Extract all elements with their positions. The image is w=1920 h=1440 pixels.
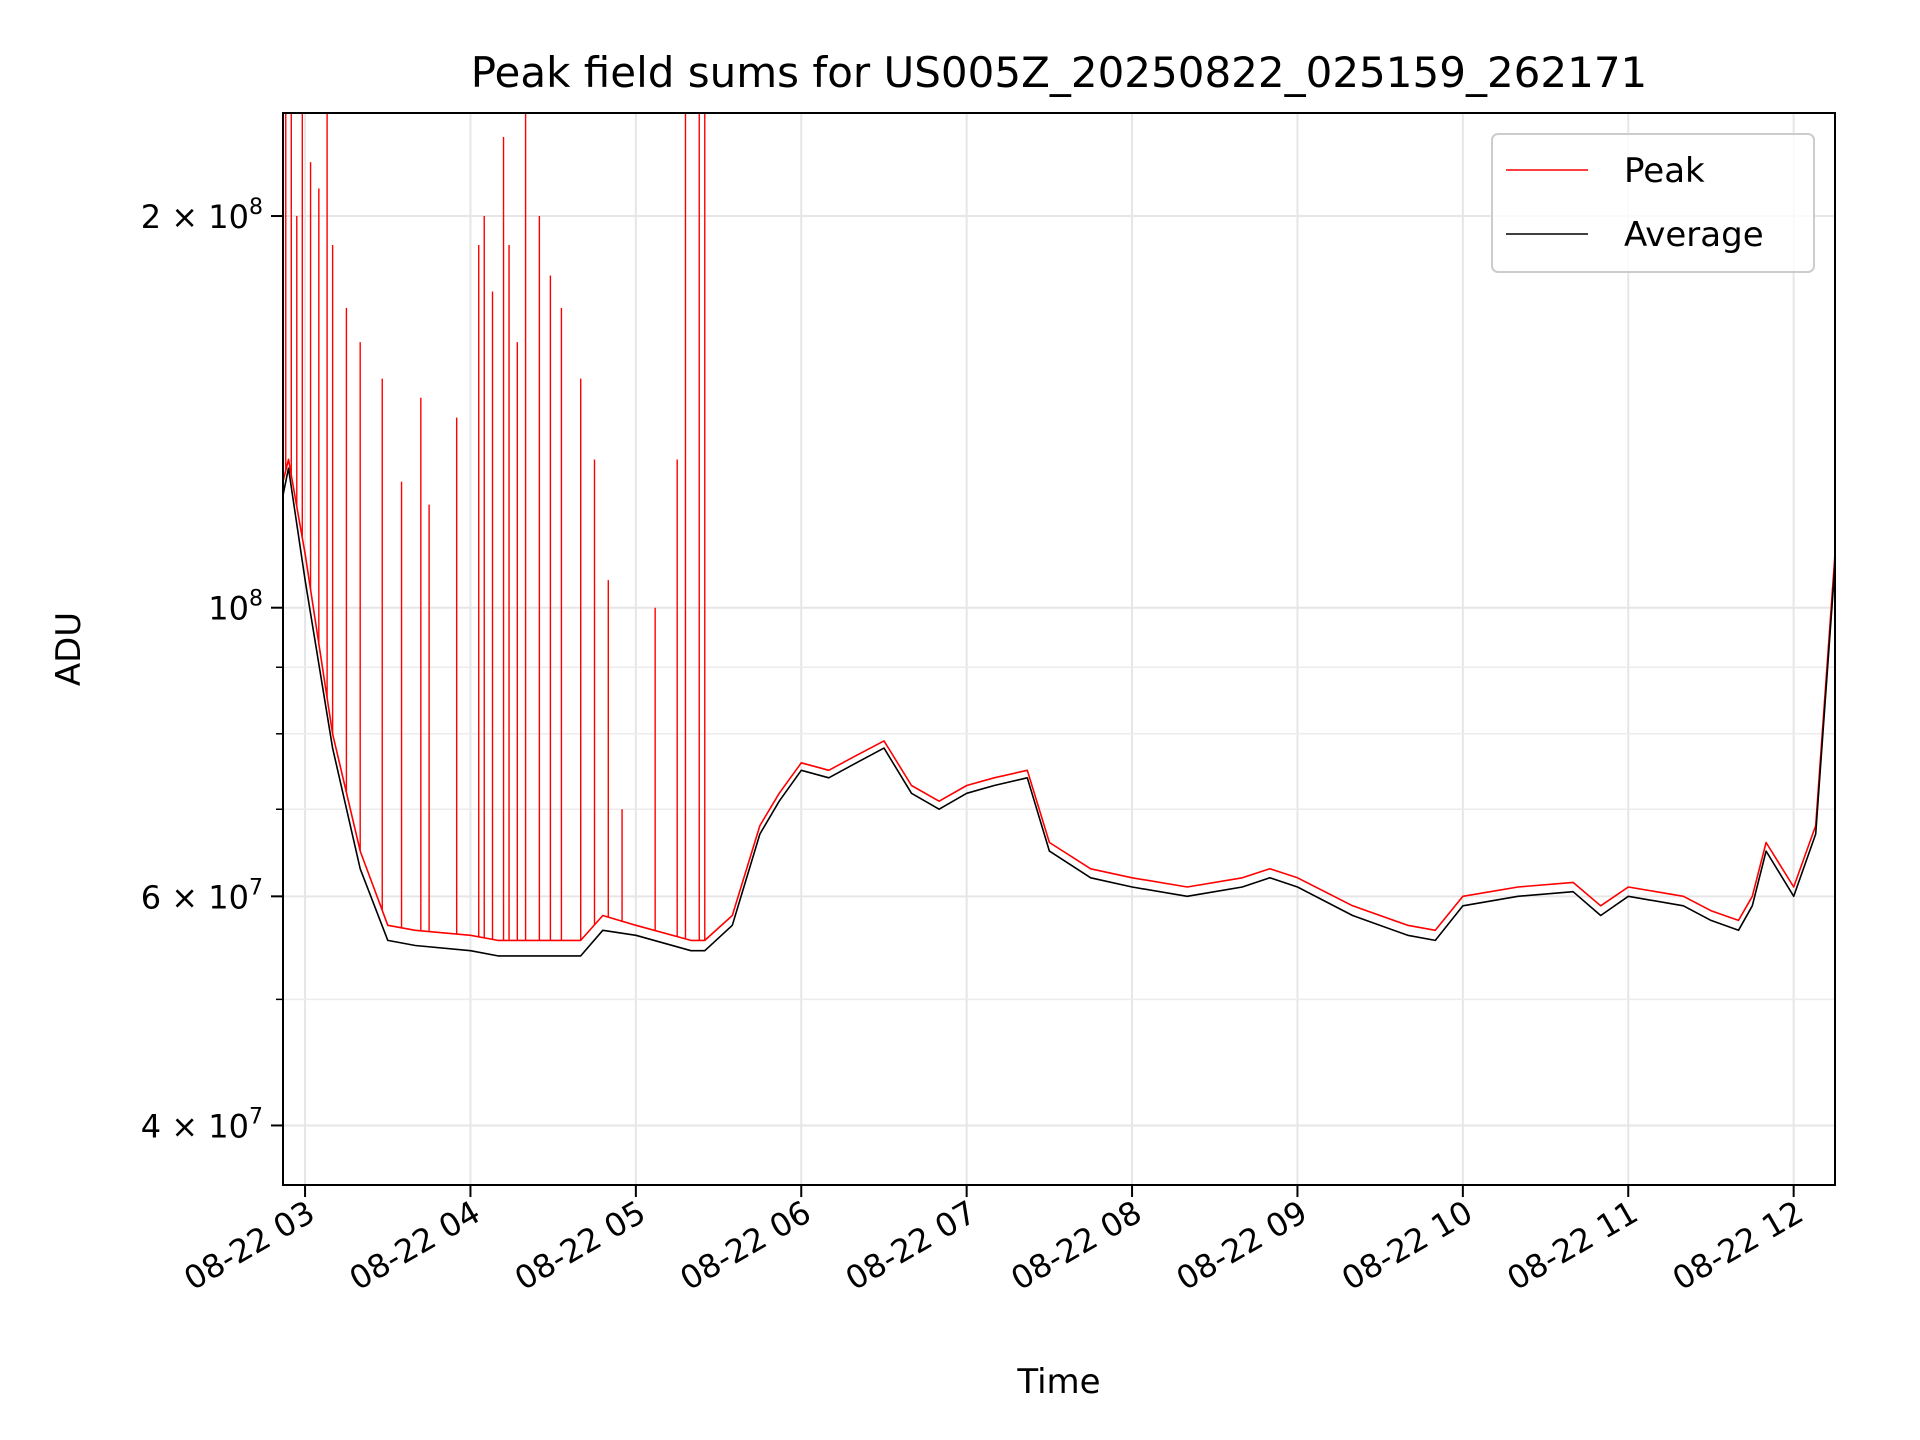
x-axis-label: Time	[1016, 1362, 1100, 1402]
series-line-average	[283, 467, 1835, 957]
chart-title: Peak field sums for US005Z_20250822_0251…	[471, 48, 1648, 97]
plot-area	[283, 113, 1835, 957]
legend-box	[1491, 133, 1815, 273]
grid	[283, 113, 1835, 1185]
series-layer	[283, 113, 1835, 957]
y-axis: 4 × 107 6 × 107 108 2 × 108	[141, 195, 283, 1145]
y-tick-label: 108	[208, 587, 263, 628]
y-tick-label: 6 × 107	[141, 875, 263, 916]
y-tick-label: 2 × 108	[141, 195, 263, 236]
legend-average-label: Average	[1624, 215, 1764, 255]
legend: Peak Average	[1491, 133, 1815, 273]
y-axis-label: ADU	[49, 612, 89, 686]
y-tick-label: 4 × 107	[141, 1104, 263, 1145]
legend-peak-label: Peak	[1624, 151, 1705, 191]
plot-frame	[282, 112, 1836, 1186]
series-line-peak	[283, 458, 1835, 942]
